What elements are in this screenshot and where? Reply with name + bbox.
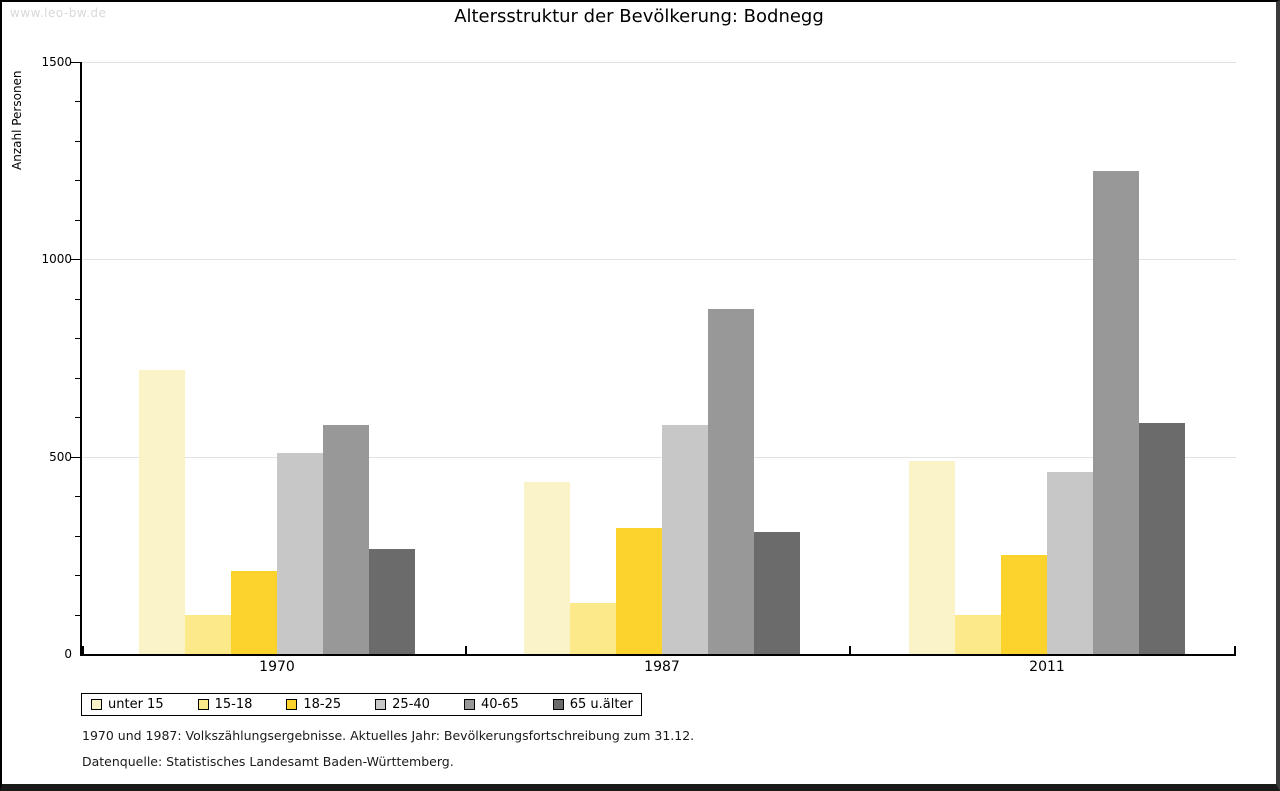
bar-1987-15-18 — [570, 602, 616, 654]
legend-item-unter-15: unter 15 — [91, 697, 164, 712]
y-minor-tick-1400 — [75, 101, 80, 103]
bar-1987-25-40 — [662, 425, 708, 654]
bar-1970-18-25 — [231, 571, 277, 654]
bar-2011-15-18 — [955, 614, 1001, 654]
legend-label: 25-40 — [392, 697, 430, 712]
footnote-source-method: 1970 und 1987: Volkszählungsergebnisse. … — [82, 728, 695, 743]
legend-label: unter 15 — [108, 697, 164, 712]
y-tick-label-1500: 1500 — [41, 55, 72, 69]
gridline-1500 — [82, 62, 1236, 63]
legend-label: 65 u.älter — [569, 697, 633, 712]
legend-item-15-18: 15-18 — [197, 697, 253, 712]
legend-swatch-icon — [552, 699, 564, 710]
watermark-leo-bw: www.leo-bw.de — [10, 6, 107, 20]
bar-2011-18-25 — [1001, 555, 1047, 654]
x-tick-2 — [849, 646, 851, 654]
legend-item-18-25: 18-25 — [286, 697, 341, 712]
y-minor-tick-1300 — [75, 140, 80, 142]
legend-swatch-icon — [91, 699, 102, 710]
y-axis-line — [80, 62, 82, 654]
y-major-tick-1000 — [71, 259, 80, 261]
y-minor-tick-1200 — [75, 180, 80, 182]
y-axis-label: Anzahl Personen — [10, 70, 24, 170]
chart-title: Altersstruktur der Bevölkerung: Bodnegg — [454, 6, 824, 27]
y-major-tick-1500 — [71, 62, 80, 63]
y-minor-tick-300 — [75, 535, 80, 537]
legend-swatch-icon — [286, 699, 298, 710]
y-minor-tick-700 — [75, 377, 80, 379]
x-axis-line — [80, 654, 1236, 656]
legend-item-65-u-lter: 65 u.älter — [552, 697, 633, 712]
legend-label: 15-18 — [214, 697, 253, 712]
bar-2011-unter-15 — [909, 460, 955, 654]
x-tick-3 — [1234, 646, 1236, 654]
y-minor-tick-1100 — [75, 219, 80, 221]
legend-swatch-icon — [375, 699, 387, 710]
bar-2011-25-40 — [1047, 472, 1093, 654]
legend-item-25-40: 25-40 — [375, 697, 430, 712]
y-tick-label-0: 0 — [64, 647, 72, 661]
y-minor-tick-600 — [75, 417, 80, 419]
legend-label: 40-65 — [480, 697, 519, 712]
y-minor-tick-800 — [75, 338, 80, 340]
plot-area: 0 500 1000 1500 1970 1987 2011 — [41, 55, 1236, 675]
bar-2011-65-u-lter — [1139, 423, 1185, 654]
x-category-label-2011: 2011 — [1029, 659, 1065, 675]
bar-1987-65-u-lter — [754, 531, 800, 654]
legend-box: unter 15 15-18 18-25 25-40 40-65 65 u.älter — [81, 693, 642, 716]
bar-1970-15-18 — [185, 614, 231, 654]
bar-1970-65-u-lter — [369, 549, 415, 654]
y-minor-tick-100 — [75, 614, 80, 616]
bar-1970-40-65 — [323, 425, 369, 654]
x-tick-0 — [82, 646, 84, 654]
bar-1987-unter-15 — [524, 482, 570, 654]
legend-swatch-icon — [463, 699, 475, 710]
x-category-label-1987: 1987 — [644, 659, 680, 675]
x-category-label-1970: 1970 — [259, 659, 295, 675]
gridline-1000 — [82, 259, 1236, 261]
bar-1987-18-25 — [616, 527, 662, 654]
y-major-tick-500 — [71, 456, 80, 458]
y-minor-tick-200 — [75, 575, 80, 577]
bar-2011-40-65 — [1093, 170, 1139, 654]
gridline-500 — [82, 456, 1236, 458]
y-minor-tick-400 — [75, 496, 80, 498]
y-minor-tick-900 — [75, 298, 80, 300]
bar-1970-unter-15 — [139, 369, 185, 654]
y-tick-label-500: 500 — [49, 449, 72, 464]
legend-item-40-65: 40-65 — [463, 697, 519, 712]
x-tick-1 — [465, 646, 467, 654]
bar-1987-40-65 — [708, 308, 754, 654]
legend-swatch-icon — [197, 699, 209, 710]
legend-label: 18-25 — [303, 697, 342, 712]
bar-1970-25-40 — [277, 452, 323, 654]
footnote-data-source: Datenquelle: Statistisches Landesamt Bad… — [82, 754, 454, 769]
y-tick-label-1000: 1000 — [41, 252, 72, 267]
